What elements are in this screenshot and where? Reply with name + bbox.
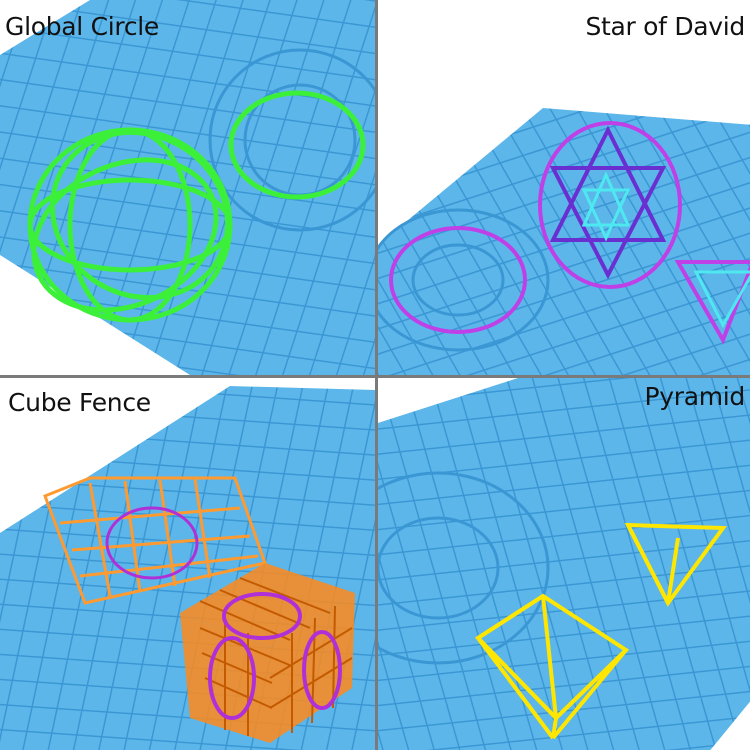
star-of-david-image: [378, 108, 750, 375]
cube-fence-image: [0, 386, 375, 750]
cube-fence-model: [180, 563, 355, 743]
panel-pyramid: Pyramid: [378, 378, 750, 750]
panel-star-of-david: Star of David: [378, 0, 750, 375]
global-circle-image: [0, 0, 375, 375]
fence-grid-model: [43, 476, 267, 605]
panel-title: Global Circle: [5, 12, 159, 41]
panel-cube-fence: Cube Fence: [0, 378, 375, 750]
mat-guide-circles: [378, 471, 550, 665]
mat-guide-circles: [378, 208, 550, 352]
star-of-david-model: [389, 121, 750, 345]
silicone-mat: [378, 378, 750, 750]
horizontal-divider: [0, 375, 750, 378]
panel-title: Pyramid: [644, 382, 745, 411]
pyramid-model: [474, 522, 727, 740]
panel-title: Cube Fence: [8, 388, 151, 417]
global-circle-model: [27, 90, 366, 323]
panel-title: Star of David: [585, 12, 745, 41]
panel-global-circle: Global Circle: [0, 0, 375, 375]
pyramid-image: [378, 378, 750, 750]
